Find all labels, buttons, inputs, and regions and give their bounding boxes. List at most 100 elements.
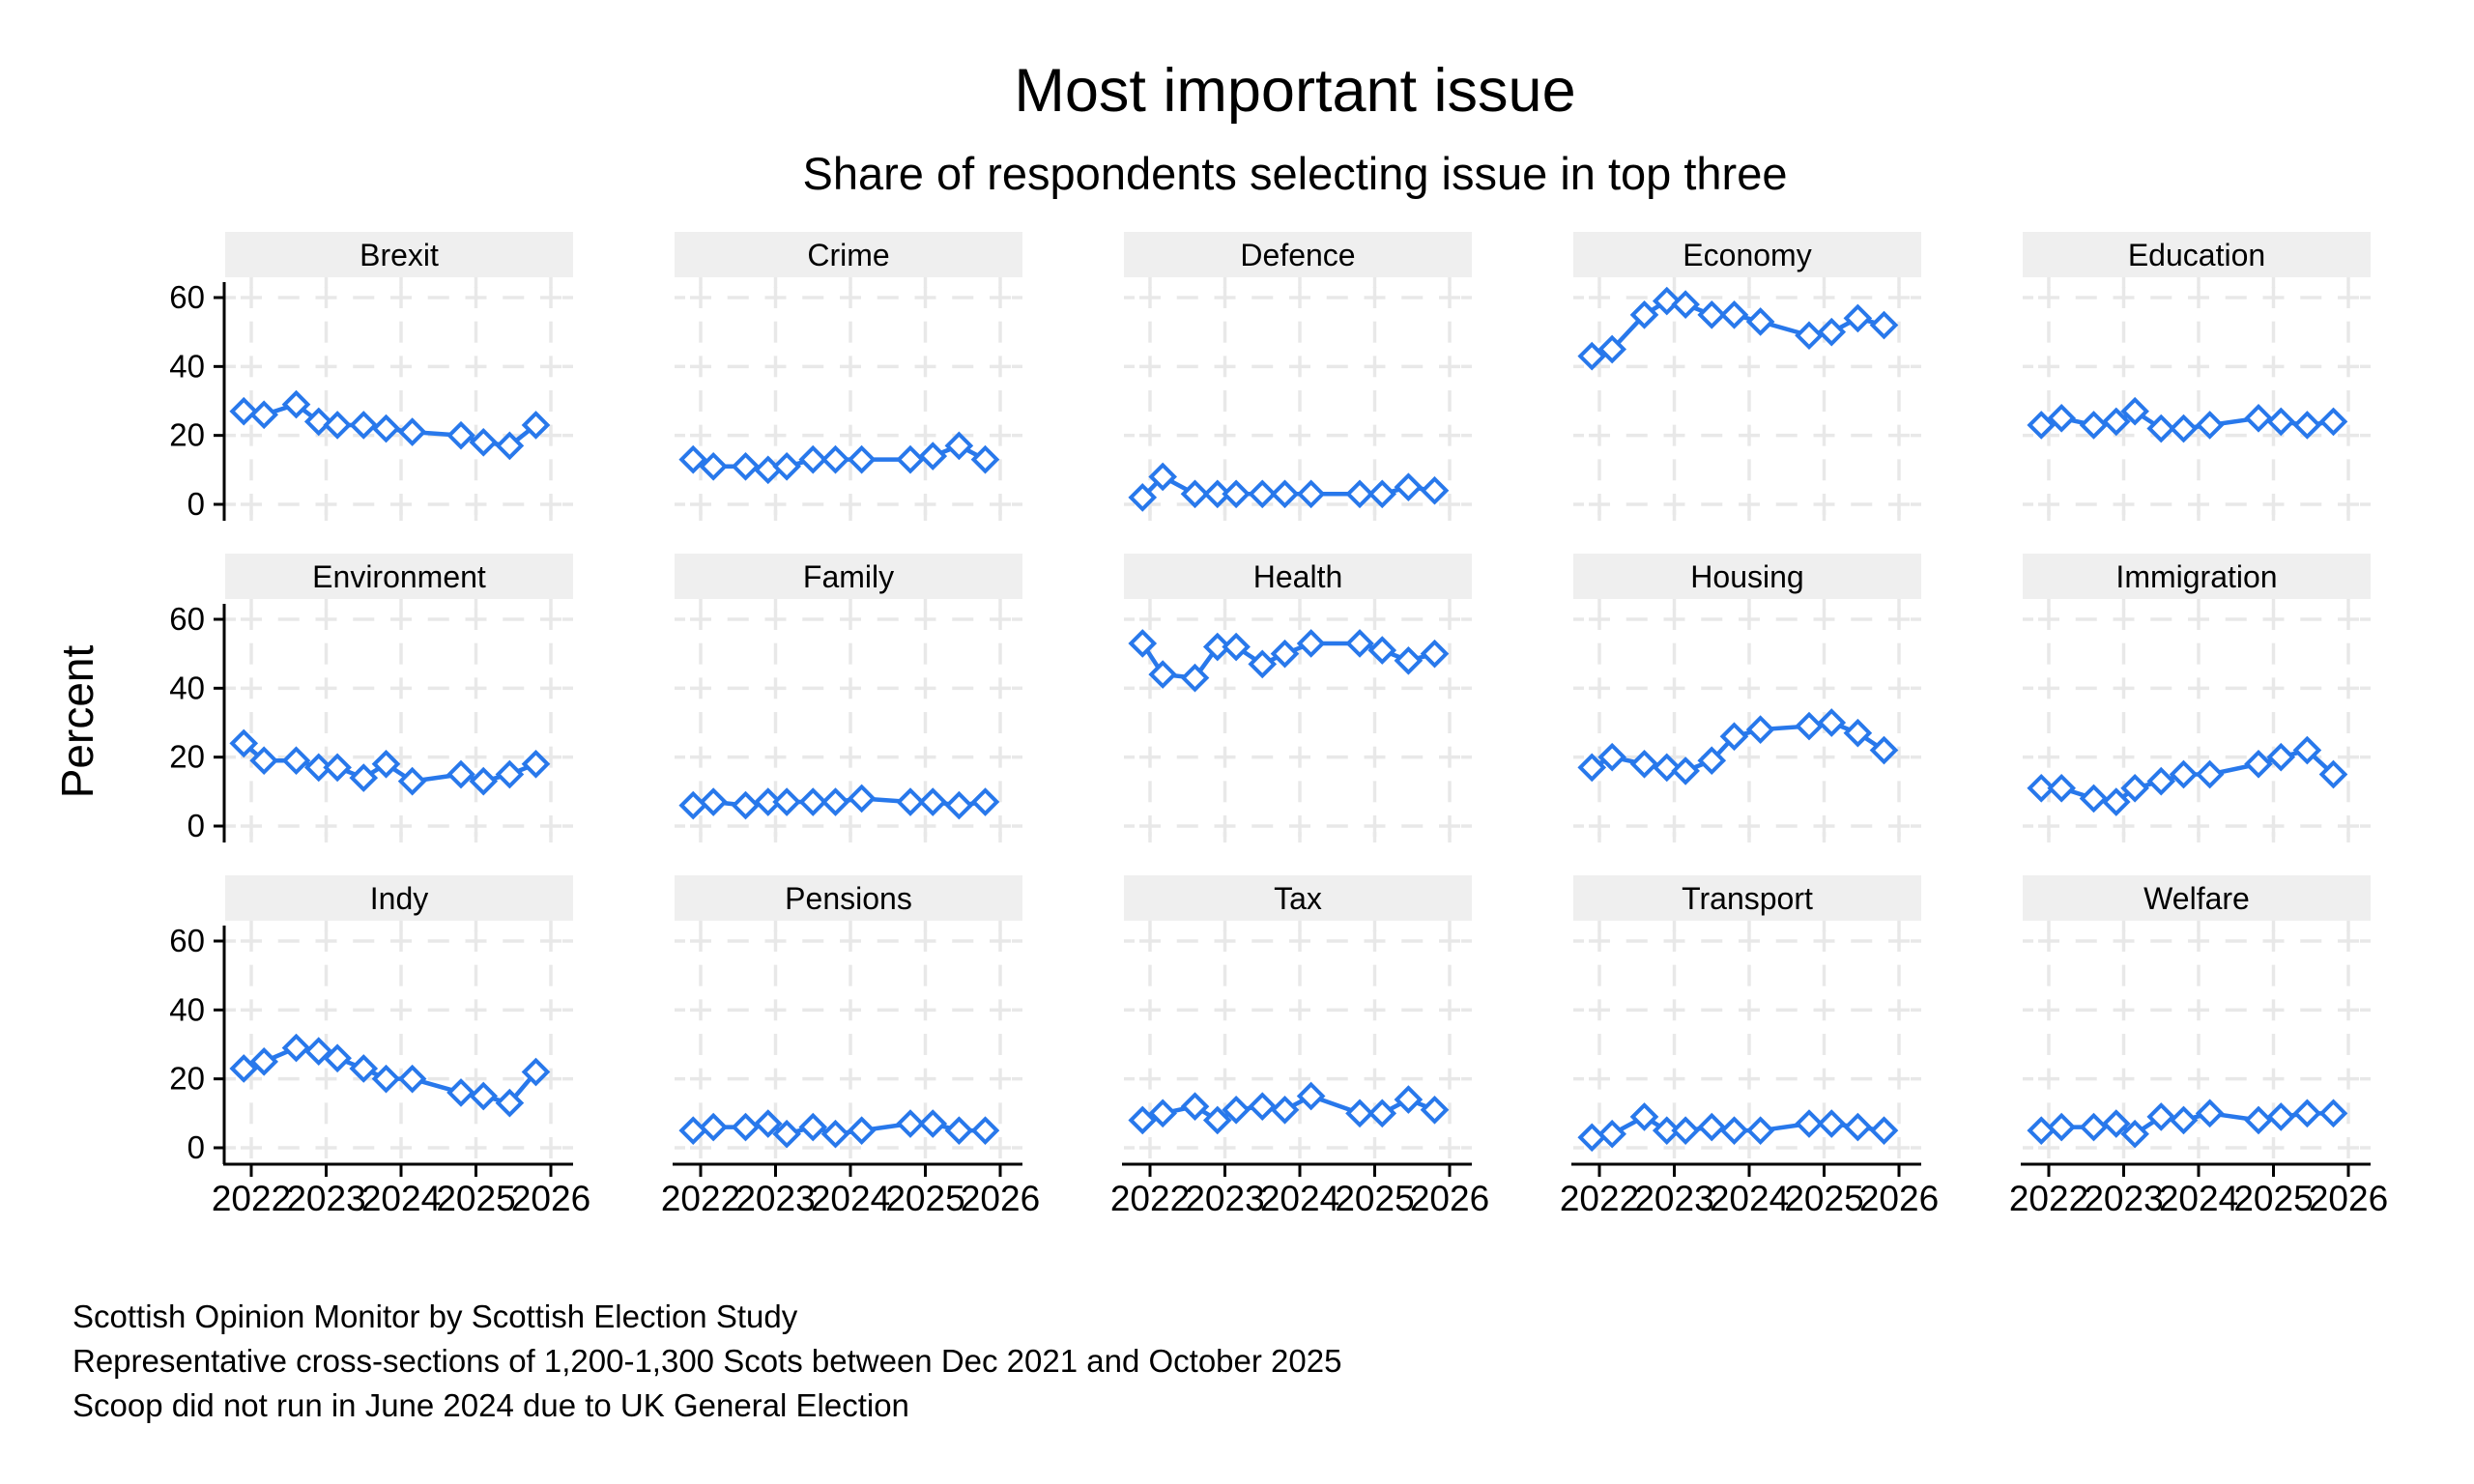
marker-diamond — [1671, 756, 1700, 785]
marker-diamond — [371, 1064, 401, 1094]
panel-title: Indy — [370, 881, 428, 916]
marker-diamond — [1869, 310, 1899, 340]
x-tick-label: 2023 — [1634, 1179, 1713, 1218]
marker-diamond — [1222, 479, 1251, 509]
marker-diamond — [1394, 472, 1424, 501]
marker-diamond — [944, 431, 974, 461]
y-tick-label: 40 — [169, 670, 205, 705]
x-tick-label: 2025 — [436, 1179, 515, 1218]
marker-diamond — [1817, 1109, 1847, 1138]
gridlines — [225, 277, 573, 521]
marker-diamond — [798, 444, 828, 474]
marker-diamond — [1148, 1099, 1178, 1128]
y-axis: 0 20 40 60 — [169, 923, 226, 1165]
marker-diamond — [2169, 759, 2199, 789]
marker-diamond — [1577, 341, 1607, 371]
marker-diamond — [1128, 483, 1158, 512]
marker-diamond — [2079, 1112, 2109, 1142]
marker-diamond — [772, 451, 801, 481]
marker-diamond — [495, 1088, 525, 1118]
panel-title: Economy — [1683, 238, 1811, 272]
marker-diamond — [1367, 479, 1397, 509]
marker-diamond — [1671, 290, 1700, 319]
marker-diamond — [1795, 711, 1824, 741]
panel-title: Family — [803, 559, 894, 594]
marker-diamond — [1345, 1099, 1374, 1128]
gridlines — [1573, 921, 1921, 1158]
marker-diamond — [1795, 321, 1824, 351]
gridlines — [1573, 599, 1921, 842]
marker-diamond — [1719, 722, 1749, 752]
marker-diamond — [1420, 1095, 1450, 1125]
marker-diamond — [731, 1112, 761, 1142]
marker-diamond — [1222, 1095, 1251, 1125]
marker-diamond — [1345, 629, 1374, 658]
marker-diamond — [323, 411, 352, 440]
panel-defence: Defence — [1124, 232, 1472, 521]
marker-diamond — [2318, 759, 2348, 789]
marker-diamond — [2195, 411, 2225, 440]
x-tick-label: 2024 — [1710, 1179, 1789, 1218]
marker-diamond — [281, 1033, 311, 1063]
marker-diamond — [731, 790, 761, 820]
marker-diamond — [1597, 742, 1627, 772]
series-markers — [1128, 1081, 1450, 1135]
x-tick-label: 2023 — [1185, 1179, 1264, 1218]
marker-diamond — [918, 787, 948, 816]
x-tick-label: 2025 — [1784, 1179, 1863, 1218]
marker-diamond — [2292, 411, 2322, 440]
series-markers — [678, 431, 1000, 485]
marker-diamond — [521, 1057, 551, 1087]
x-tick-label: 2026 — [511, 1179, 590, 1218]
marker-diamond — [469, 1081, 499, 1111]
panel-title: Welfare — [2143, 881, 2250, 916]
marker-diamond — [1671, 1116, 1700, 1145]
marker-diamond — [2266, 742, 2296, 772]
x-tick-label: 2024 — [2159, 1179, 2238, 1218]
x-tick-label: 2026 — [961, 1179, 1040, 1218]
panel-title: Environment — [312, 559, 486, 594]
x-tick-label: 2022 — [661, 1179, 740, 1218]
marker-diamond — [2079, 784, 2109, 813]
marker-diamond — [2169, 1105, 2199, 1135]
marker-diamond — [446, 1078, 475, 1107]
marker-diamond — [970, 787, 1000, 816]
note-line: Scoop did not run in June 2024 due to UK… — [72, 1387, 909, 1423]
gridlines — [1573, 277, 1921, 521]
series-markers — [2027, 396, 2348, 443]
marker-diamond — [699, 787, 729, 816]
note-line: Scottish Opinion Monitor by Scottish Ele… — [72, 1298, 798, 1334]
panel-immigration: Immigration — [2023, 554, 2371, 842]
y-tick-label: 60 — [169, 279, 205, 315]
marker-diamond — [303, 753, 333, 783]
marker-diamond — [1296, 1081, 1326, 1111]
marker-diamond — [918, 442, 948, 471]
marker-diamond — [1128, 629, 1158, 658]
marker-diamond — [944, 1116, 974, 1145]
x-tick-label: 2024 — [1260, 1179, 1339, 1218]
gridlines — [2023, 277, 2371, 521]
x-tick-label: 2024 — [361, 1179, 441, 1218]
marker-diamond — [896, 787, 925, 816]
series-markers — [678, 1109, 1000, 1149]
panel-brexit: Brexit 0 20 40 60 — [169, 232, 573, 522]
series-markers — [1577, 1102, 1899, 1153]
marker-diamond — [896, 1109, 925, 1138]
panel-education: Education — [2023, 232, 2371, 521]
marker-diamond — [349, 763, 379, 792]
marker-diamond — [495, 431, 525, 461]
panel-housing: Housing — [1573, 554, 1921, 842]
panel-environment: Environment 0 20 40 60 — [169, 554, 573, 843]
marker-diamond — [1270, 1095, 1300, 1125]
marker-diamond — [847, 784, 877, 813]
marker-diamond — [1652, 1116, 1682, 1145]
panel-title: Immigration — [2115, 559, 2277, 594]
chart-title: Most important issue — [1014, 57, 1576, 125]
y-tick-label: 0 — [187, 808, 205, 843]
marker-diamond — [2244, 749, 2273, 779]
